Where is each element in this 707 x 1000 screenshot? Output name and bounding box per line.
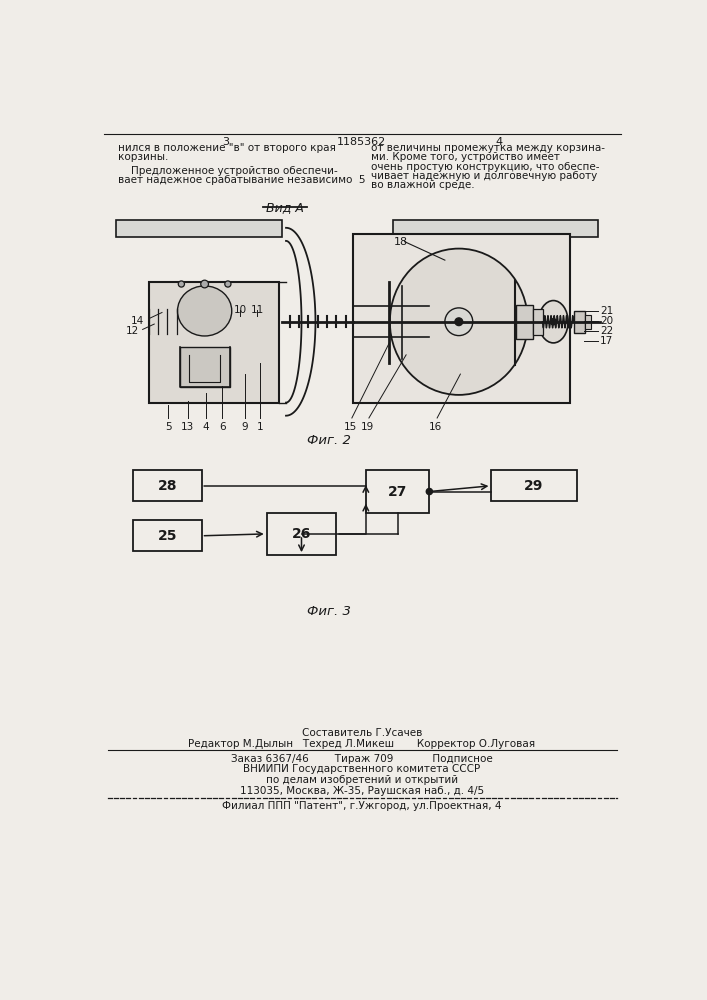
- Bar: [516, 305, 533, 339]
- Text: чивает надежную и долговечную работу: чивает надежную и долговечную работу: [371, 171, 597, 181]
- Text: Вид А: Вид А: [266, 201, 303, 214]
- Bar: [354, 234, 571, 403]
- Ellipse shape: [539, 301, 568, 343]
- Text: 6: 6: [219, 422, 226, 432]
- Text: Фиг. 2: Фиг. 2: [307, 434, 351, 447]
- Text: 4: 4: [203, 422, 209, 432]
- Text: вает надежное срабатывание независимо  5: вает надежное срабатывание независимо 5: [118, 175, 366, 185]
- Text: 4: 4: [496, 137, 503, 147]
- Text: Филиал ППП "Патент", г.Ужгород, ул.Проектная, 4: Филиал ППП "Патент", г.Ужгород, ул.Проек…: [222, 801, 502, 811]
- Circle shape: [455, 318, 462, 326]
- Text: очень простую конструкцию, что обеспе-: очень простую конструкцию, что обеспе-: [371, 162, 600, 172]
- Text: 11: 11: [251, 305, 264, 315]
- Text: 1: 1: [257, 422, 264, 432]
- Text: от величины промежутка между корзина-: от величины промежутка между корзина-: [371, 143, 605, 153]
- Text: 16: 16: [429, 422, 442, 432]
- Text: 28: 28: [158, 479, 177, 493]
- Bar: [366, 470, 429, 513]
- Bar: [115, 220, 282, 237]
- Text: 10: 10: [234, 305, 247, 315]
- Bar: [573, 311, 585, 333]
- Text: 26: 26: [292, 527, 311, 541]
- Bar: [585, 315, 591, 329]
- Circle shape: [426, 488, 433, 495]
- Text: 15: 15: [344, 422, 357, 432]
- Text: 1185362: 1185362: [337, 137, 387, 147]
- Text: 13: 13: [181, 422, 194, 432]
- Text: Редактор М.Дылын   Техред Л.Микеш       Корректор О.Луговая: Редактор М.Дылын Техред Л.Микеш Корректо…: [188, 739, 535, 749]
- Bar: [491, 470, 577, 501]
- Ellipse shape: [177, 286, 232, 336]
- Text: 3: 3: [222, 137, 229, 147]
- Text: 17: 17: [600, 336, 613, 346]
- Text: нился в положение "в" от второго края: нился в положение "в" от второго края: [118, 143, 336, 153]
- Text: 18: 18: [394, 237, 408, 247]
- Bar: [533, 309, 542, 335]
- Circle shape: [550, 319, 556, 325]
- Text: 20: 20: [600, 316, 613, 326]
- Bar: [267, 513, 337, 555]
- Text: 21: 21: [600, 306, 613, 316]
- Text: Составитель Г.Усачев: Составитель Г.Усачев: [302, 728, 422, 738]
- Text: корзины.: корзины.: [118, 152, 168, 162]
- Text: во влажной среде.: во влажной среде.: [371, 180, 475, 190]
- Text: 113035, Москва, Ж-35, Раушская наб., д. 4/5: 113035, Москва, Ж-35, Раушская наб., д. …: [240, 786, 484, 796]
- Text: Предложенное устройство обеспечи-: Предложенное устройство обеспечи-: [118, 166, 337, 176]
- Ellipse shape: [390, 249, 528, 395]
- Bar: [180, 347, 230, 387]
- Text: 25: 25: [158, 529, 177, 543]
- Bar: [134, 470, 201, 501]
- Text: 12: 12: [126, 326, 139, 336]
- Circle shape: [225, 281, 231, 287]
- Text: ВНИИПИ Государственного комитета СССР: ВНИИПИ Государственного комитета СССР: [243, 764, 481, 774]
- Bar: [393, 220, 598, 237]
- Bar: [149, 282, 279, 403]
- Circle shape: [445, 308, 473, 336]
- Circle shape: [201, 280, 209, 288]
- Text: 5: 5: [165, 422, 172, 432]
- Text: 29: 29: [525, 479, 544, 493]
- Text: 27: 27: [388, 485, 407, 499]
- Text: 19: 19: [361, 422, 374, 432]
- Text: 14: 14: [131, 316, 144, 326]
- Text: 22: 22: [600, 326, 613, 336]
- Text: Заказ 6367/46        Тираж 709            Подписное: Заказ 6367/46 Тираж 709 Подписное: [231, 754, 493, 764]
- Circle shape: [178, 281, 185, 287]
- Text: 9: 9: [242, 422, 248, 432]
- Text: по делам изобретений и открытий: по делам изобретений и открытий: [266, 775, 458, 785]
- Text: ми. Кроме того, устройство имеет: ми. Кроме того, устройство имеет: [371, 152, 560, 162]
- Text: Фиг. 3: Фиг. 3: [307, 605, 351, 618]
- Bar: [134, 520, 201, 551]
